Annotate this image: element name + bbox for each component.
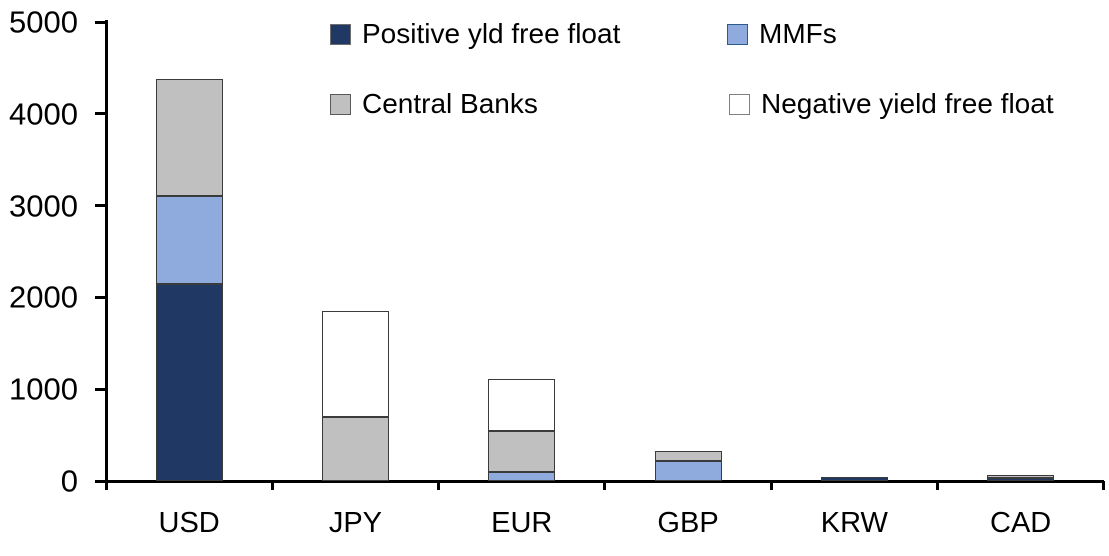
y-axis-tick-label: 3000 bbox=[9, 188, 78, 224]
y-axis-tick-mark bbox=[95, 479, 106, 483]
y-axis-line bbox=[105, 20, 108, 490]
x-axis-category-label: EUR bbox=[491, 507, 553, 539]
bar-segment-central-banks bbox=[654, 450, 722, 461]
bar-segment-central-banks bbox=[488, 431, 556, 472]
y-axis-tick-mark bbox=[95, 204, 106, 208]
y-axis-tick-label: 2000 bbox=[9, 279, 78, 315]
bar-segment-mmfs bbox=[155, 196, 223, 284]
x-axis-category-label: JPY bbox=[328, 507, 383, 539]
x-axis-tick-mark bbox=[270, 481, 274, 490]
legend-item-mmfs: MMFs bbox=[727, 19, 837, 49]
legend-label: Negative yield free float bbox=[761, 88, 1054, 119]
bar-segment-negative-yield-free-float bbox=[321, 311, 389, 417]
x-axis-category-label: USD bbox=[158, 507, 220, 539]
x-axis-tick-mark bbox=[1102, 481, 1106, 490]
bar-segment-central-banks bbox=[321, 416, 389, 481]
legend-swatch-icon bbox=[727, 23, 748, 45]
y-axis-tick-label: 0 bbox=[60, 463, 78, 499]
bar-segment-central-banks bbox=[155, 79, 223, 197]
bar-segment-mmfs bbox=[488, 471, 556, 481]
y-axis-tick-mark bbox=[95, 112, 106, 116]
x-axis-tick-mark bbox=[603, 481, 607, 490]
x-axis-category-label: KRW bbox=[820, 507, 888, 539]
legend-item-central-banks: Central Banks bbox=[330, 89, 538, 119]
bar-segment-negative-yield-free-float bbox=[488, 379, 556, 432]
y-axis-tick-mark bbox=[95, 20, 106, 24]
legend-swatch-icon bbox=[330, 93, 351, 115]
x-axis-tick-mark bbox=[769, 481, 773, 490]
y-axis-tick-mark bbox=[95, 295, 106, 299]
legend-label: Central Banks bbox=[362, 88, 538, 119]
legend-swatch-icon bbox=[729, 93, 750, 115]
x-axis-tick-mark bbox=[936, 481, 939, 490]
x-axis-category-label: GBP bbox=[657, 507, 719, 539]
legend-swatch-icon bbox=[330, 23, 351, 45]
x-axis-tick-mark bbox=[104, 481, 108, 490]
y-axis-tick-label: 1000 bbox=[9, 371, 78, 407]
bar-segment-mmfs bbox=[654, 460, 722, 481]
y-axis-tick-mark bbox=[95, 387, 106, 391]
y-axis-tick-label: 5000 bbox=[9, 4, 78, 40]
bar-segment-positive-yld-free-float bbox=[820, 477, 888, 481]
legend-item-negative-yield-free-float: Negative yield free float bbox=[729, 89, 1054, 119]
bar-segment-central-banks bbox=[987, 474, 1055, 479]
bar-segment-positive-yld-free-float bbox=[155, 283, 223, 481]
x-axis-tick-mark bbox=[437, 481, 441, 490]
legend-label: Positive yld free float bbox=[362, 18, 621, 49]
bar-segment-positive-yld-free-float bbox=[987, 478, 1055, 481]
legend-label: MMFs bbox=[759, 18, 837, 49]
y-axis-tick-label: 4000 bbox=[9, 96, 78, 132]
x-axis-category-label: CAD bbox=[990, 507, 1052, 539]
legend-item-positive-yld-free-float: Positive yld free float bbox=[330, 19, 620, 49]
